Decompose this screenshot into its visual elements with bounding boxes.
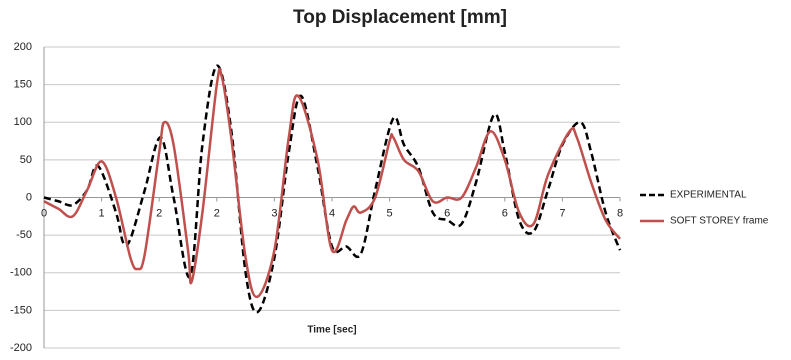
x-tick-label: 7 bbox=[559, 207, 565, 219]
x-tick-label: 2 bbox=[156, 207, 162, 219]
x-tick-label: 2 bbox=[214, 207, 220, 219]
y-tick-label: -100 bbox=[10, 267, 32, 279]
x-axis-label: Time [sec] bbox=[307, 325, 356, 336]
x-tick-label: 6 bbox=[444, 207, 450, 219]
y-tick-label: -50 bbox=[16, 229, 32, 241]
data-line bbox=[43, 64, 622, 314]
x-tick-label: 1 bbox=[99, 207, 105, 219]
y-tick-label: 200 bbox=[14, 41, 32, 53]
x-tick-label: 6 bbox=[502, 207, 508, 219]
y-tick-label: -200 bbox=[10, 342, 32, 354]
y-tick-label: 150 bbox=[14, 79, 32, 91]
chart-title: Top Displacement [mm] bbox=[293, 7, 507, 28]
y-tick-label: 50 bbox=[20, 154, 32, 166]
x-tick-label: 8 bbox=[617, 207, 623, 219]
x-tick-label: 5 bbox=[387, 207, 393, 219]
y-tick-label: 100 bbox=[14, 116, 32, 128]
y-tick-label: 0 bbox=[26, 191, 32, 203]
data-line bbox=[43, 67, 621, 299]
x-tick-label: 0 bbox=[41, 207, 47, 219]
y-tick-label: -150 bbox=[10, 304, 32, 316]
x-tick-label: 4 bbox=[329, 207, 335, 219]
legend-label: EXPERIMENTAL bbox=[670, 190, 747, 201]
legend-label: SOFT STOREY frame bbox=[670, 216, 769, 227]
x-tick-label: 3 bbox=[271, 207, 277, 219]
